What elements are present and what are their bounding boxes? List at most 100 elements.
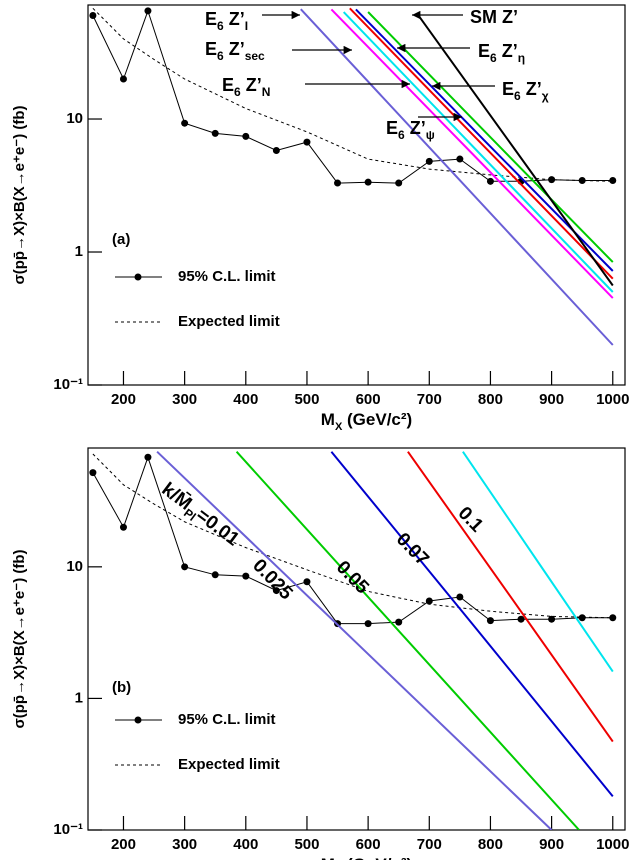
theory-curve: [235, 451, 580, 830]
x-tick-label: 1000: [596, 836, 629, 853]
x-tick-label: 400: [233, 836, 258, 853]
data-point: [303, 578, 311, 586]
annotation: E6 Z’η: [478, 41, 525, 65]
x-tick-label: 700: [417, 391, 442, 408]
annotation: E6 Z’sec: [205, 39, 265, 63]
data-point: [578, 176, 586, 184]
data-point: [425, 157, 433, 165]
theory-curve: [407, 451, 614, 743]
y-axis-title: σ(pp̄→X)×B(X→e⁺e⁻) (fb): [11, 549, 28, 728]
text-part: SM Z’: [470, 7, 518, 27]
x-tick-label: 200: [111, 391, 136, 408]
data-point: [486, 177, 494, 185]
curve-label: 0.07: [392, 529, 433, 570]
x-tick-label: 600: [356, 836, 381, 853]
theory-curve: [349, 7, 614, 280]
data-point: [181, 563, 189, 571]
data-point: [272, 587, 280, 595]
data-point: [181, 119, 189, 127]
limit-line: [92, 9, 613, 184]
text-part: E: [205, 39, 217, 59]
x-tick-label: 200: [111, 836, 136, 853]
annotation: SM Z’: [470, 7, 518, 27]
legend-marker: [134, 716, 142, 724]
limit-line: [92, 453, 613, 619]
text-part: Z’: [241, 75, 262, 95]
text-part: E: [478, 41, 490, 61]
limit-line: [92, 7, 613, 182]
plot-area: [89, 7, 617, 346]
data-point: [456, 155, 464, 163]
text-part: 0.1: [454, 503, 488, 537]
x-tick-label: 400: [233, 391, 258, 408]
text-part: N: [262, 85, 271, 99]
annotation: E6 Z’N: [222, 75, 270, 99]
text-part: 6: [217, 19, 224, 33]
data-point: [456, 593, 464, 601]
annotation: E6 Z’ψ: [386, 118, 435, 142]
data-point: [609, 176, 617, 184]
data-point: [303, 138, 311, 146]
curve-label: k/M̄Pl=0.01: [156, 479, 244, 554]
text-part: 6: [490, 51, 497, 65]
text-part: I: [245, 19, 248, 33]
text-part: 6: [514, 89, 521, 103]
data-point: [272, 146, 280, 154]
panel-label: (b): [112, 679, 131, 696]
data-point: [548, 615, 556, 623]
legend-label: 95% C.L. limit: [178, 268, 276, 285]
curve-label: 0.1: [454, 503, 488, 537]
plot-area: [89, 450, 617, 830]
data-point: [486, 617, 494, 625]
y-tick-label: 10: [66, 558, 83, 575]
legend-label: 95% C.L. limit: [178, 711, 276, 728]
y-tick-label: 1: [75, 243, 83, 260]
theory-curve: [367, 11, 614, 263]
text-part: Z’: [521, 79, 542, 99]
y-tick-label: 10⁻¹: [53, 376, 83, 393]
y-axis-title: σ(pp̄→X)×B(X→e⁺e⁻) (fb): [11, 105, 28, 284]
text-part: (GeV/c²): [342, 855, 412, 860]
text-part: X: [335, 421, 343, 433]
data-point: [119, 523, 127, 531]
data-point: [578, 614, 586, 622]
legend-marker: [134, 273, 142, 281]
y-tick-label: 1: [75, 689, 83, 706]
data-point: [89, 469, 97, 477]
data-point: [144, 453, 152, 461]
theory-curve: [462, 451, 614, 673]
plot-frame: [87, 4, 626, 386]
text-part: E: [386, 118, 398, 138]
y-tick-label: 10: [66, 110, 83, 127]
theory-curve: [416, 13, 614, 287]
theory-curve: [342, 11, 614, 293]
data-point: [211, 129, 219, 137]
text-part: (GeV/c²): [342, 410, 412, 429]
theory-curve: [330, 8, 614, 299]
text-part: Z’: [224, 9, 245, 29]
data-point: [395, 618, 403, 626]
data-point: [211, 571, 219, 579]
theory-curve: [156, 450, 553, 830]
x-tick-label: 300: [172, 391, 197, 408]
x-tick-label: 300: [172, 836, 197, 853]
data-point: [89, 12, 97, 20]
plot-frame: [87, 447, 626, 831]
data-point: [548, 176, 556, 184]
theory-curve: [300, 8, 614, 346]
data-point: [144, 7, 152, 15]
x-tick-label: 500: [294, 391, 319, 408]
annotation: E6 Z’I: [205, 9, 248, 33]
legend-label: Expected limit: [178, 313, 280, 330]
text-part: 6: [398, 128, 405, 142]
text-part: η: [518, 51, 525, 65]
data-point: [242, 132, 250, 140]
text-part: M: [321, 855, 335, 860]
text-part: E: [502, 79, 514, 99]
text-part: Z’: [497, 41, 518, 61]
text-part: Z’: [224, 39, 245, 59]
x-tick-label: 700: [417, 836, 442, 853]
text-part: ψ: [426, 128, 435, 142]
data-point: [517, 615, 525, 623]
text-part: E: [222, 75, 234, 95]
